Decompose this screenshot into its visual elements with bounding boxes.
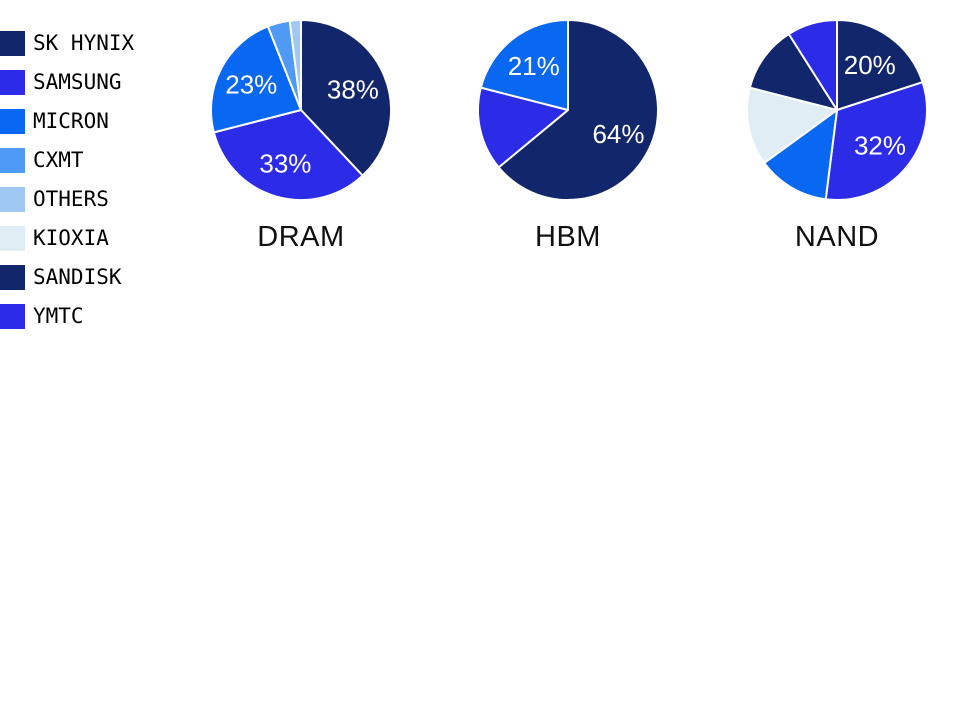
slice-label-samsung: 32% [854, 131, 906, 161]
legend-label-ymtc: YMTC [33, 304, 84, 328]
pie-chart-nand: 20% 32% NAND [727, 15, 947, 254]
legend-label-samsung: SAMSUNG [33, 70, 122, 94]
pie-slice-sk-hynix [497, 19, 659, 201]
slice-label-micron: 23% [225, 70, 277, 100]
pie-chart-hbm: 64% 21% HBM [458, 15, 678, 254]
legend-swatch-micron [0, 109, 25, 134]
legend-item-others: OTHERS [0, 187, 134, 212]
chart-title-dram: DRAM [257, 221, 345, 253]
pie-slice-samsung [212, 109, 364, 201]
slice-label-samsung: 33% [259, 149, 311, 179]
hbm-pie-svg: 64% 21% [477, 19, 659, 201]
legend-swatch-sandisk [0, 265, 25, 290]
legend-label-kioxia: KIOXIA [33, 226, 109, 250]
pie-slice-sandisk [748, 33, 838, 111]
pie-slice-micron [210, 25, 302, 134]
pie-slice-micron [763, 109, 838, 201]
chart-title-nand: NAND [794, 221, 880, 253]
slice-label-sk-hynix: 20% [844, 50, 896, 80]
pie-slice-samsung [824, 81, 928, 201]
legend-swatch-sk-hynix [0, 31, 25, 56]
legend-item-ymtc: YMTC [0, 304, 134, 329]
pie-slice-sk-hynix [300, 19, 392, 177]
pie-slice-others [288, 19, 302, 111]
legend-label-cxmt: CXMT [33, 148, 84, 172]
legend-item-cxmt: CXMT [0, 148, 134, 173]
slice-label-micron: 21% [508, 51, 560, 81]
slice-label-sk-hynix: 64% [592, 119, 644, 149]
legend-item-micron: MICRON [0, 109, 134, 134]
legend-swatch-others [0, 187, 25, 212]
legend: SK HYNIX SAMSUNG MICRON CXMT OTHERS KIOX… [0, 31, 134, 343]
legend-label-sk-hynix: SK HYNIX [33, 31, 135, 55]
legend-label-sandisk: SANDISK [33, 265, 122, 289]
legend-item-sk-hynix: SK HYNIX [0, 31, 134, 56]
nand-pie-svg: 20% 32% [746, 19, 928, 201]
dram-pie-svg: 38% 33% 23% [210, 19, 392, 201]
pie-slice-kioxia [746, 86, 838, 164]
legend-swatch-ymtc [0, 304, 25, 329]
legend-label-others: OTHERS [33, 187, 109, 211]
legend-swatch-cxmt [0, 148, 25, 173]
legend-item-samsung: SAMSUNG [0, 70, 134, 95]
slice-label-sk-hynix: 38% [327, 75, 379, 105]
legend-swatch-samsung [0, 70, 25, 95]
chart-title-hbm: HBM [535, 221, 601, 253]
pie-chart-dram: 38% 33% 23% DRAM [191, 15, 411, 254]
pie-slice-sk-hynix [836, 19, 924, 111]
legend-label-micron: MICRON [33, 109, 109, 133]
pie-slice-micron [479, 19, 569, 111]
legend-item-sandisk: SANDISK [0, 265, 134, 290]
legend-swatch-kioxia [0, 226, 25, 251]
pie-slice-ymtc [787, 19, 838, 111]
pie-slice-samsung [477, 86, 569, 169]
legend-item-kioxia: KIOXIA [0, 226, 134, 251]
